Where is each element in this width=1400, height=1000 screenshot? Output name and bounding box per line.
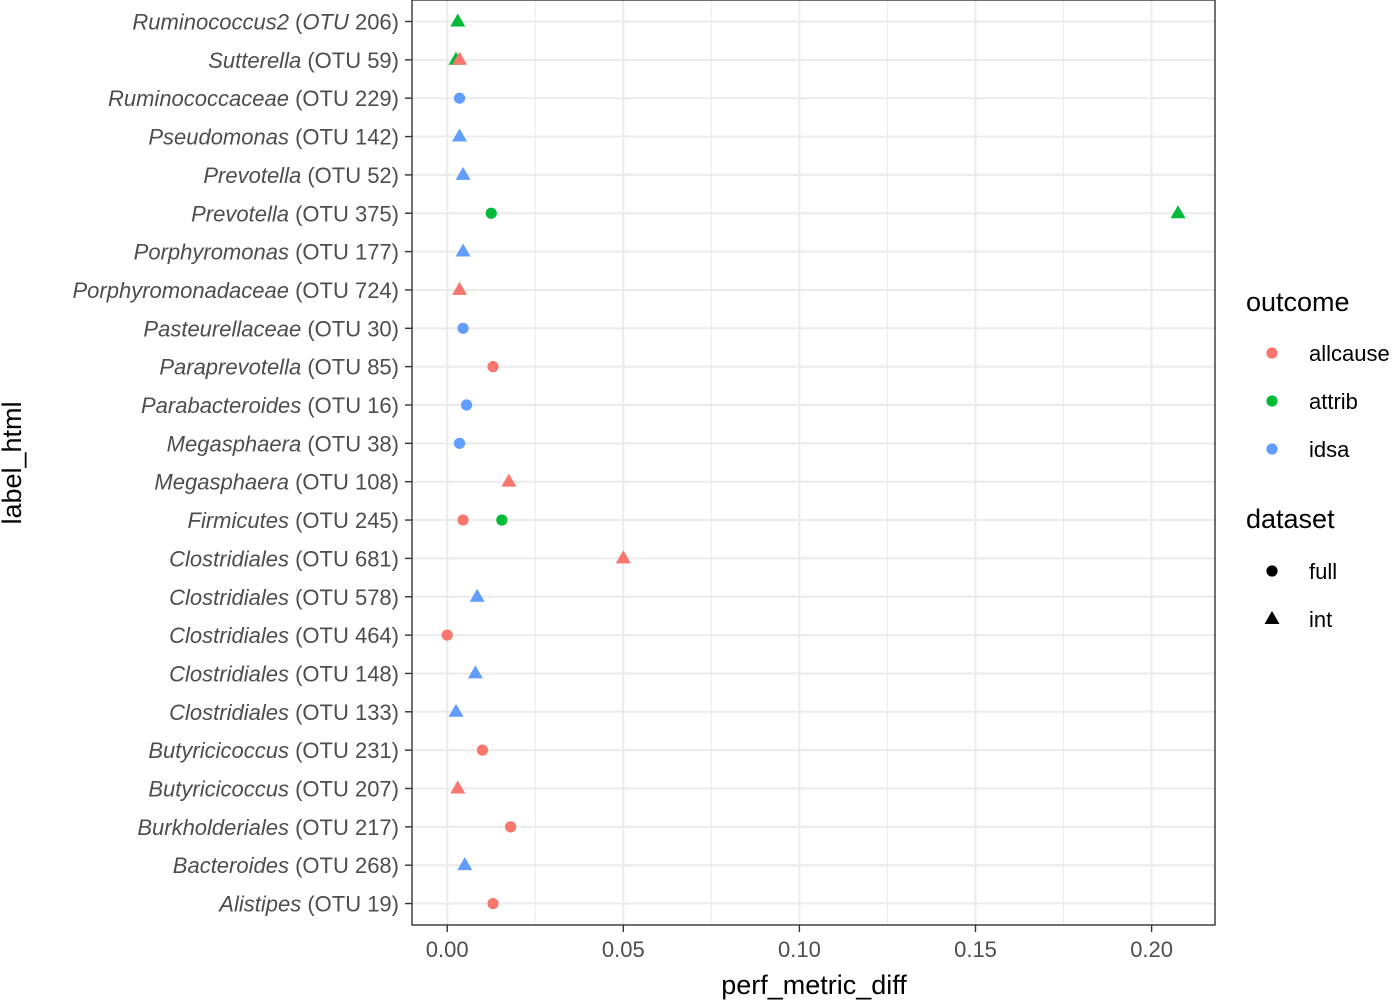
legend-label-attrib: attrib bbox=[1309, 389, 1358, 414]
y-tick-label: Ruminococcaceae (OTU 229) bbox=[108, 86, 399, 111]
y-tick-label: Butyricicoccus (OTU 207) bbox=[148, 777, 399, 802]
x-tick-label: 0.10 bbox=[778, 937, 821, 962]
point-attrib-int bbox=[1170, 205, 1186, 219]
y-tick-label: Megasphaera (OTU 108) bbox=[154, 470, 399, 495]
point-allcause-int bbox=[452, 51, 468, 65]
y-tick-label: Sutterella (OTU 59) bbox=[208, 48, 399, 73]
y-tick-label: Clostridiales (OTU 464) bbox=[169, 623, 399, 648]
y-tick-label: Clostridiales (OTU 148) bbox=[169, 661, 399, 686]
point-attrib-int bbox=[450, 13, 466, 27]
point-idsa-full bbox=[453, 92, 466, 104]
point-attrib-full bbox=[485, 207, 497, 219]
legend-label-int: int bbox=[1309, 607, 1332, 632]
y-axis-title: label_html bbox=[0, 401, 27, 524]
y-tick-label: Clostridiales (OTU 578) bbox=[169, 585, 399, 610]
legend-dataset-title: dataset bbox=[1246, 504, 1335, 534]
x-axis-title: perf_metric_diff bbox=[721, 970, 907, 1000]
y-tick-label: Porphyromonadaceae (OTU 724) bbox=[72, 278, 399, 303]
y-tick-label: Ruminococcus2 (OTU 206) bbox=[132, 10, 399, 35]
legend-label-allcause: allcause bbox=[1309, 341, 1390, 366]
y-tick-label: Megasphaera (OTU 38) bbox=[167, 431, 399, 456]
legend-label-idsa: idsa bbox=[1309, 437, 1350, 462]
point-allcause-full bbox=[441, 629, 453, 641]
legend-key-attrib bbox=[1266, 395, 1278, 407]
y-tick-label: Pasteurellaceae (OTU 30) bbox=[143, 316, 399, 341]
x-tick-label: 0.15 bbox=[954, 937, 997, 962]
point-idsa-int bbox=[455, 243, 471, 257]
point-idsa-int bbox=[448, 703, 464, 717]
legend-label-full: full bbox=[1309, 559, 1337, 584]
point-allcause-full bbox=[487, 897, 499, 910]
y-tick-label: Firmicutes (OTU 245) bbox=[188, 508, 399, 533]
point-allcause-int bbox=[452, 281, 468, 295]
y-tick-label: Bacteroides (OTU 268) bbox=[173, 853, 399, 878]
y-tick-label: Clostridiales (OTU 133) bbox=[169, 700, 399, 725]
legend-key-idsa bbox=[1266, 443, 1278, 455]
y-axis: Ruminococcus2 (OTU 206) Sutterella (OTU 5… bbox=[72, 10, 412, 917]
y-tick-label: Pseudomonas (OTU 142) bbox=[148, 125, 399, 150]
y-tick-label: Prevotella (OTU 52) bbox=[203, 163, 399, 188]
point-idsa-full bbox=[457, 322, 469, 334]
point-idsa-int bbox=[452, 128, 468, 142]
x-axis: 0.00 0.05 0.10 0.15 0.20 bbox=[426, 925, 1173, 962]
y-tick-label: Butyricicoccus (OTU 231) bbox=[148, 738, 399, 763]
point-idsa-int bbox=[469, 588, 485, 602]
y-tick-label: Prevotella (OTU 375) bbox=[191, 201, 399, 226]
point-idsa-full bbox=[453, 437, 466, 449]
x-tick-label: 0.00 bbox=[426, 937, 469, 962]
point-allcause-full bbox=[505, 821, 517, 833]
y-tick-label: Alistipes (OTU 19) bbox=[217, 892, 399, 917]
y-tick-label: Porphyromonas (OTU 177) bbox=[134, 240, 399, 265]
point-idsa-int bbox=[455, 166, 471, 180]
point-allcause-full bbox=[457, 514, 469, 526]
point-idsa-int bbox=[467, 665, 483, 679]
legend-key-int bbox=[1264, 610, 1280, 624]
point-idsa-int bbox=[457, 857, 473, 871]
grid bbox=[412, 0, 1215, 925]
point-allcause-full bbox=[487, 361, 499, 373]
y-tick-label: Burkholderiales (OTU 217) bbox=[137, 815, 399, 840]
y-tick-label: Clostridiales (OTU 681) bbox=[169, 546, 399, 571]
point-allcause-int bbox=[615, 550, 631, 564]
point-attrib-full bbox=[496, 514, 508, 526]
legend-outcome-title: outcome bbox=[1246, 287, 1350, 317]
point-allcause-int bbox=[450, 780, 466, 794]
legend: outcome dataset allcause attrib idsa full in… bbox=[1246, 287, 1390, 632]
legend-key-allcause bbox=[1266, 347, 1278, 359]
x-tick-label: 0.05 bbox=[602, 937, 645, 962]
point-allcause-int bbox=[501, 473, 517, 487]
panel-background bbox=[412, 0, 1215, 925]
data-points bbox=[441, 13, 1186, 910]
y-tick-label: Paraprevotella (OTU 85) bbox=[159, 355, 399, 380]
panel-border bbox=[411, 0, 1216, 926]
point-idsa-full bbox=[460, 399, 473, 411]
x-tick-label: 0.20 bbox=[1130, 937, 1173, 962]
legend-key-full bbox=[1266, 565, 1278, 577]
y-tick-label: Parabacteroides (OTU 16) bbox=[141, 393, 399, 418]
point-allcause-full bbox=[476, 744, 489, 756]
